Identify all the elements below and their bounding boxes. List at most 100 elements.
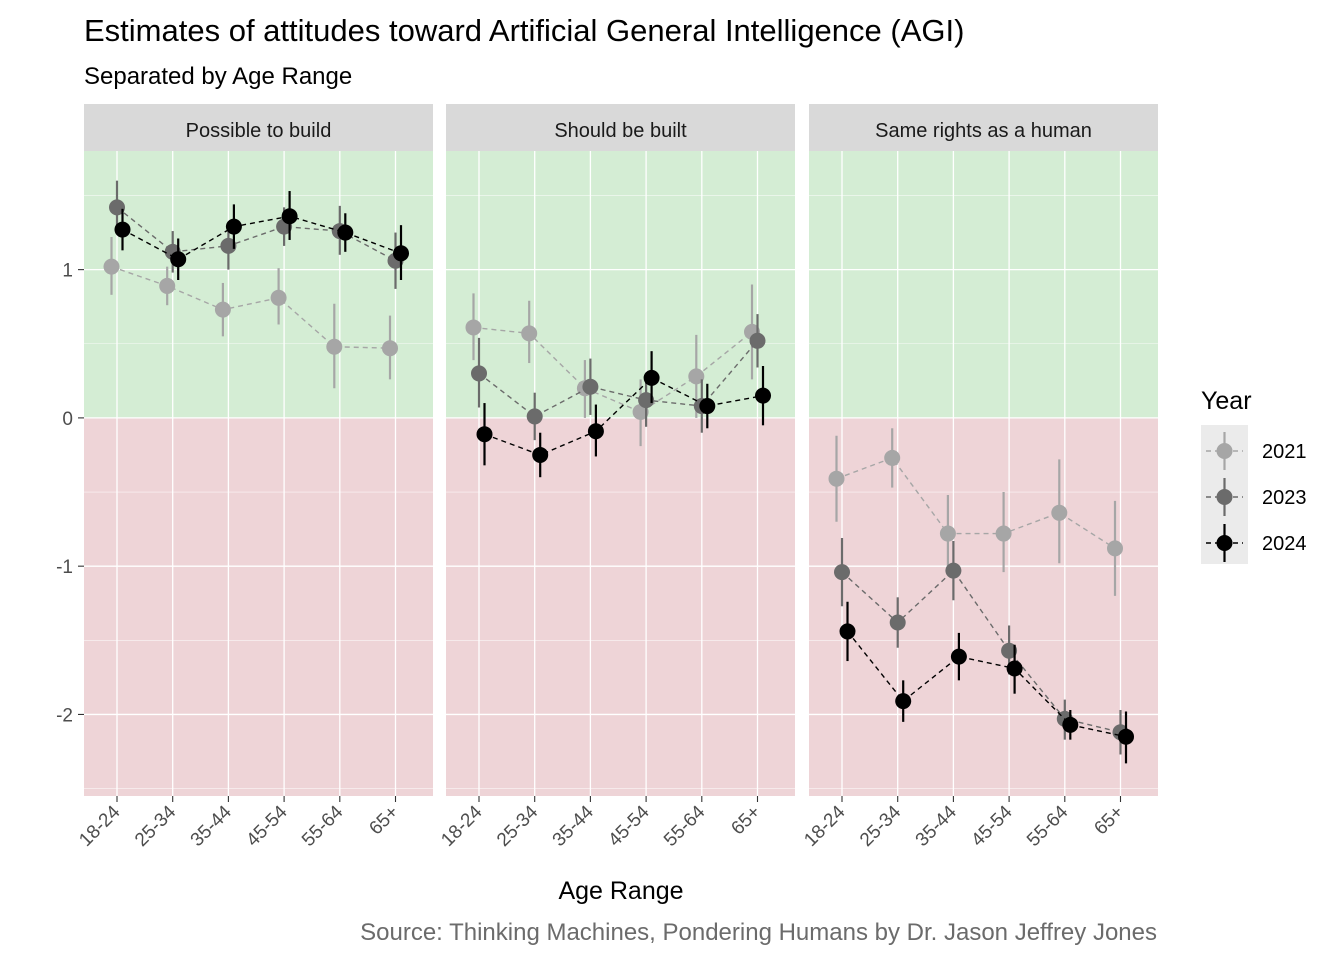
chart-title: Estimates of attitudes toward Artificial… [84, 13, 964, 48]
data-point [939, 525, 956, 542]
data-point [1006, 660, 1023, 677]
facet-panel: Possible to build 18-24 25-34 35-44 45-54 55-… [75, 104, 433, 851]
x-tick-label: 18-24 [800, 801, 850, 851]
legend-label: 2023 [1262, 487, 1307, 509]
data-point [895, 693, 912, 710]
legend-key-point [1216, 489, 1233, 505]
data-point [839, 623, 856, 640]
x-tick-label: 35-44 [912, 801, 962, 851]
x-tick-label: 55-64 [298, 801, 348, 851]
background-band [446, 151, 795, 418]
data-point [337, 224, 354, 241]
data-point [109, 199, 125, 216]
background-band [809, 417, 1158, 796]
facet-panel: Same rights as a human 18-24 25-34 35-44 45-… [800, 104, 1158, 851]
x-tick-label: 18-24 [75, 801, 125, 851]
legend-title: Year [1201, 387, 1252, 415]
data-point [995, 525, 1012, 542]
legend-label: 2024 [1262, 533, 1307, 555]
x-tick-label: 65+ [727, 802, 765, 840]
data-point [159, 277, 176, 294]
facet-strip [84, 104, 433, 151]
facet-strip-label: Same rights as a human [875, 120, 1092, 142]
legend-label: 2021 [1262, 441, 1307, 463]
data-point [749, 332, 766, 349]
x-tick-label: 45-54 [604, 801, 654, 851]
data-point [699, 398, 716, 415]
data-point [532, 446, 549, 463]
data-point [828, 470, 845, 487]
data-point [632, 403, 649, 420]
x-tick-label: 25-34 [856, 801, 906, 851]
data-point [526, 408, 543, 425]
x-tick-label: 35-44 [549, 801, 599, 851]
data-point [170, 251, 187, 268]
facet-strip-label: Should be built [554, 120, 687, 142]
data-point [950, 648, 967, 665]
legend-key-point [1216, 535, 1233, 551]
x-tick-label: 25-34 [131, 801, 181, 851]
series-line [846, 630, 1127, 738]
data-point [471, 365, 487, 382]
background-band [446, 417, 795, 796]
legend-key-point [1216, 443, 1233, 459]
data-point [638, 392, 655, 409]
x-tick-label: 55-64 [660, 801, 710, 851]
data-point [521, 325, 538, 342]
x-tick-label: 18-24 [437, 801, 487, 851]
x-axis-title: Age Range [558, 877, 683, 905]
data-point [889, 614, 906, 631]
x-tick-label: 55-64 [1023, 801, 1073, 851]
data-point [587, 423, 604, 440]
y-tick-label: 1 [62, 261, 73, 282]
legend: Year 2021 2023 2024 [1201, 387, 1307, 564]
series-line [484, 377, 764, 456]
data-point [834, 564, 850, 581]
x-tick-label: 25-34 [493, 801, 543, 851]
data-point [1051, 504, 1068, 521]
data-point [393, 245, 409, 262]
facet-strip [809, 104, 1158, 151]
data-point [1118, 728, 1134, 745]
data-point [281, 208, 298, 225]
data-point [755, 387, 771, 404]
data-point [225, 218, 242, 235]
chart-caption: Source: Thinking Machines, Pondering Hum… [360, 919, 1157, 946]
series-line [122, 215, 402, 261]
data-point [582, 378, 599, 395]
data-point [103, 258, 120, 275]
data-point [688, 368, 705, 385]
x-tick-label: 65+ [1090, 802, 1128, 840]
data-point [326, 338, 343, 355]
y-axis: -2 -1 0 1 [56, 261, 84, 726]
series-line [836, 457, 1116, 549]
data-point [220, 237, 237, 254]
x-tick-label: 45-54 [967, 801, 1017, 851]
x-tick-label: 65+ [365, 802, 403, 840]
facet-panel: Should be built 18-24 25-34 35-44 45-54 55-64… [437, 104, 795, 851]
background-band [809, 151, 1158, 418]
data-point [114, 221, 131, 238]
data-point [884, 449, 901, 466]
x-tick-label: 45-54 [242, 801, 292, 851]
data-point [465, 319, 482, 336]
series-line [111, 265, 391, 349]
series-line [473, 326, 753, 413]
x-tick-label: 35-44 [187, 801, 237, 851]
background-band [84, 151, 433, 418]
data-point [1107, 540, 1123, 557]
facet-strip [446, 104, 795, 151]
data-point [1001, 642, 1018, 659]
data-point [476, 426, 493, 443]
y-tick-label: 0 [62, 409, 73, 430]
facet-strip-label: Possible to build [186, 120, 332, 142]
y-tick-label: -2 [56, 705, 73, 726]
data-point [270, 289, 287, 306]
y-tick-label: -1 [56, 557, 73, 578]
data-point [643, 369, 660, 386]
data-point [214, 301, 231, 318]
background-band [84, 417, 433, 796]
